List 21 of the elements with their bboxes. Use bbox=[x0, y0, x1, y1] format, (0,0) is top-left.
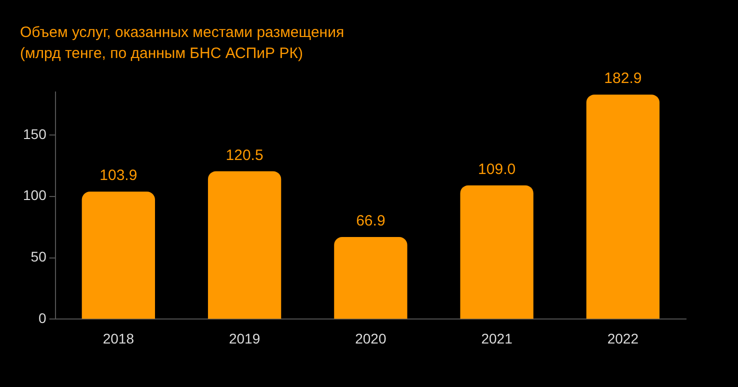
bar bbox=[460, 185, 534, 319]
data-label: 103.9 bbox=[100, 167, 138, 184]
x-tick-label: 2019 bbox=[228, 330, 260, 346]
y-tick-label: 100 bbox=[23, 187, 47, 204]
y-tick-label: 50 bbox=[30, 248, 47, 265]
bar bbox=[208, 171, 282, 319]
data-label: 109.0 bbox=[478, 160, 516, 178]
chart-subtitle: (млрд тенге, по данным БНС АСПиР РК) bbox=[20, 44, 304, 64]
y-tick-label: 0 bbox=[38, 310, 47, 326]
data-label: 66.9 bbox=[356, 212, 386, 230]
x-tick-label: 2021 bbox=[481, 330, 513, 346]
bar bbox=[586, 94, 660, 319]
x-tick-label: 2018 bbox=[102, 330, 134, 346]
data-label: 182.9 bbox=[604, 70, 642, 88]
x-tick-label: 2022 bbox=[607, 330, 639, 346]
bar bbox=[334, 237, 408, 319]
y-tick-label: 150 bbox=[23, 126, 47, 142]
data-label: 120.5 bbox=[226, 146, 264, 164]
x-tick-label: 2020 bbox=[355, 330, 386, 346]
bar bbox=[82, 192, 155, 319]
chart-title: Объем услуг, оказанных местами размещения bbox=[20, 23, 344, 43]
